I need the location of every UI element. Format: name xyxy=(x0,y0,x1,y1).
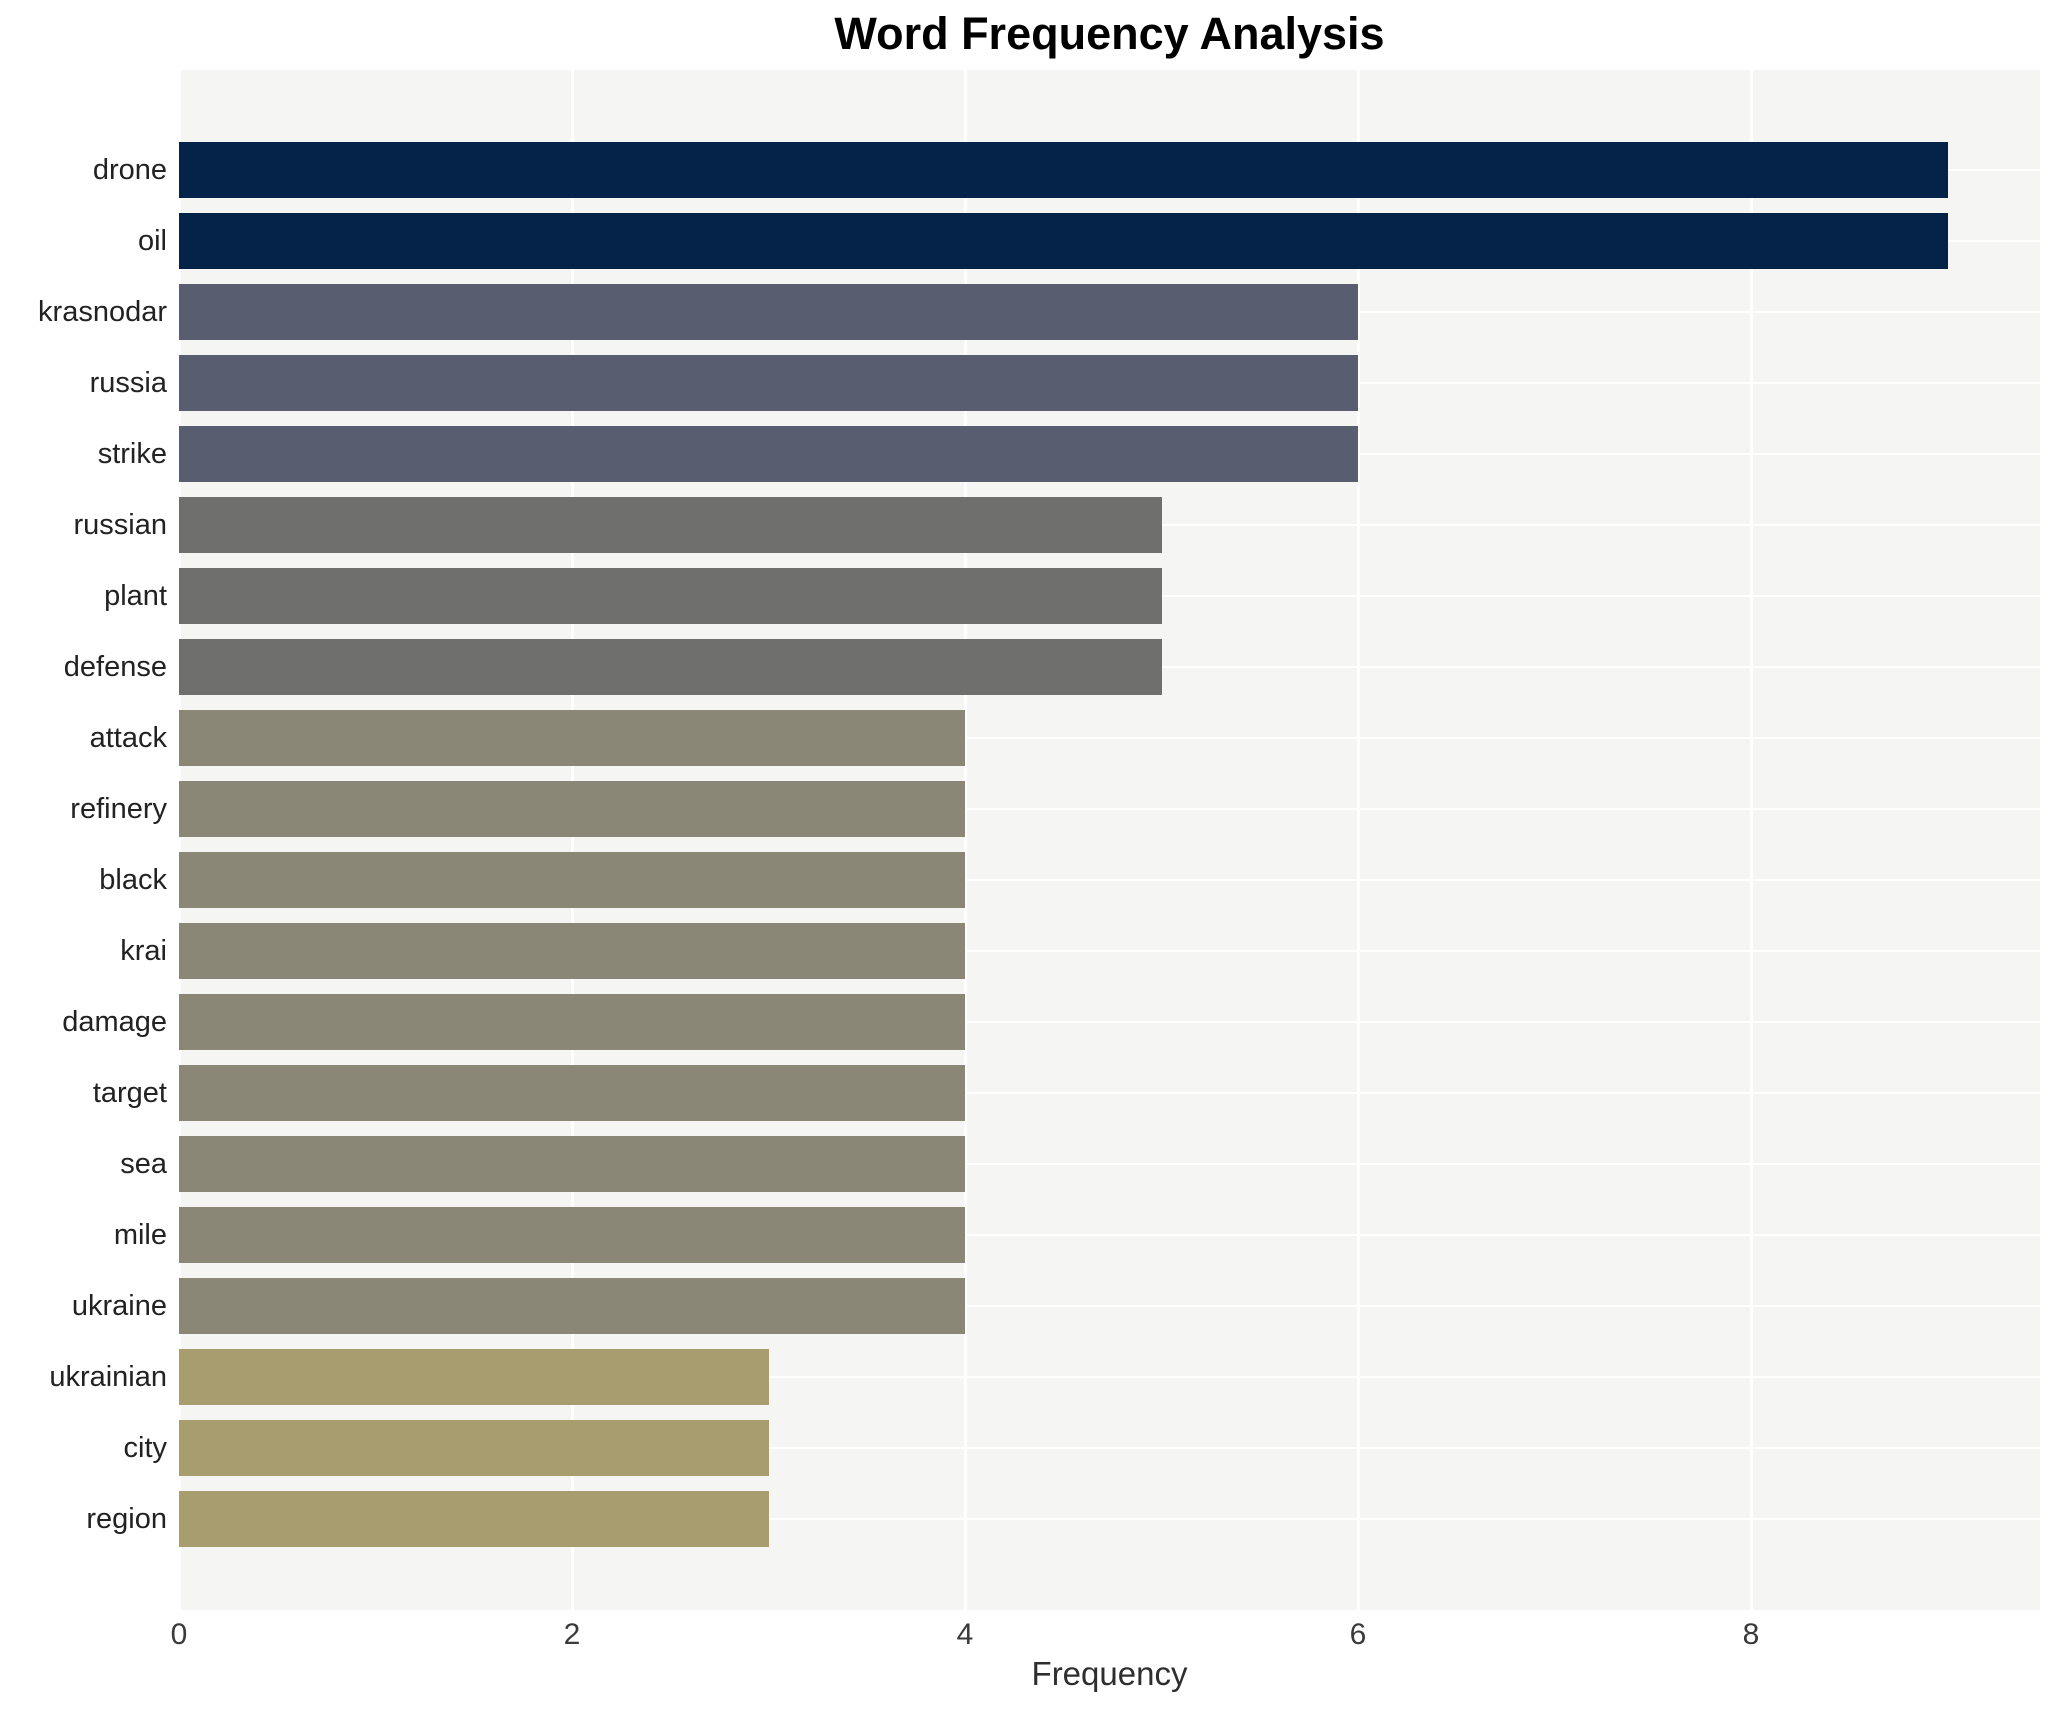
y-tick-label-drone: drone xyxy=(92,154,167,186)
x-gridline-8 xyxy=(1750,70,1753,1610)
bar-defense xyxy=(179,639,1162,695)
y-gridline xyxy=(179,1021,2040,1023)
y-tick-label-oil: oil xyxy=(137,225,167,257)
bar-ukrainian xyxy=(179,1349,769,1405)
chart-title: Word Frequency Analysis xyxy=(834,8,1385,59)
y-tick-label-plant: plant xyxy=(104,580,167,612)
y-tick-label-krai: krai xyxy=(120,935,167,967)
bar-strike xyxy=(179,426,1358,482)
bar-drone xyxy=(179,142,1948,198)
bar-ukraine xyxy=(179,1278,965,1334)
x-gridline-2 xyxy=(571,70,574,1610)
bar-plant xyxy=(179,568,1162,624)
x-gridline-6 xyxy=(1357,70,1360,1610)
y-tick-label-sea: sea xyxy=(120,1148,167,1180)
y-gridline xyxy=(179,1234,2040,1236)
x-axis-label: Frequency xyxy=(1031,1655,1188,1692)
y-tick-label-ukraine: ukraine xyxy=(71,1290,167,1322)
x-gridline-4 xyxy=(964,70,967,1610)
bar-damage xyxy=(179,994,965,1050)
y-gridline xyxy=(179,950,2040,952)
plot-area xyxy=(178,70,2040,1610)
y-tick-label-region: region xyxy=(86,1503,167,1535)
y-tick-label-ukrainian: ukrainian xyxy=(49,1361,167,1393)
y-gridline xyxy=(179,737,2040,739)
bar-target xyxy=(179,1065,965,1121)
bar-krasnodar xyxy=(179,284,1358,340)
y-tick-label-refinery: refinery xyxy=(70,793,167,825)
y-tick-label-black: black xyxy=(99,864,167,896)
y-tick-label-krasnodar: krasnodar xyxy=(38,296,167,328)
y-gridline xyxy=(179,879,2040,881)
x-tick-label-2: 2 xyxy=(563,1618,581,1651)
y-tick-label-damage: damage xyxy=(62,1006,167,1038)
x-tick-label-6: 6 xyxy=(1349,1618,1367,1651)
y-gridline xyxy=(179,1447,2040,1449)
y-tick-label-strike: strike xyxy=(97,438,167,470)
x-tick-label-4: 4 xyxy=(956,1618,974,1651)
y-tick-label-russia: russia xyxy=(89,367,167,399)
bar-refinery xyxy=(179,781,965,837)
x-gridline-0 xyxy=(178,70,181,1610)
y-gridline xyxy=(179,1092,2040,1094)
y-tick-label-mile: mile xyxy=(113,1219,167,1251)
x-tick-label-0: 0 xyxy=(170,1618,188,1651)
bar-mile xyxy=(179,1207,965,1263)
bar-krai xyxy=(179,923,965,979)
y-gridline xyxy=(179,1376,2040,1378)
y-gridline xyxy=(179,1518,2040,1520)
y-tick-label-defense: defense xyxy=(63,651,167,683)
y-tick-label-attack: attack xyxy=(89,722,167,754)
bar-sea xyxy=(179,1136,965,1192)
y-gridline xyxy=(179,1305,2040,1307)
bar-russian xyxy=(179,497,1162,553)
y-tick-label-city: city xyxy=(123,1432,168,1464)
bar-black xyxy=(179,852,965,908)
y-gridline xyxy=(179,808,2040,810)
bar-attack xyxy=(179,710,965,766)
bar-region xyxy=(179,1491,769,1547)
y-tick-label-russian: russian xyxy=(73,509,168,541)
y-tick-label-target: target xyxy=(92,1077,167,1109)
bar-oil xyxy=(179,213,1948,269)
x-tick-label-8: 8 xyxy=(1742,1618,1760,1651)
y-gridline xyxy=(179,1163,2040,1165)
bar-russia xyxy=(179,355,1358,411)
bar-city xyxy=(179,1420,769,1476)
